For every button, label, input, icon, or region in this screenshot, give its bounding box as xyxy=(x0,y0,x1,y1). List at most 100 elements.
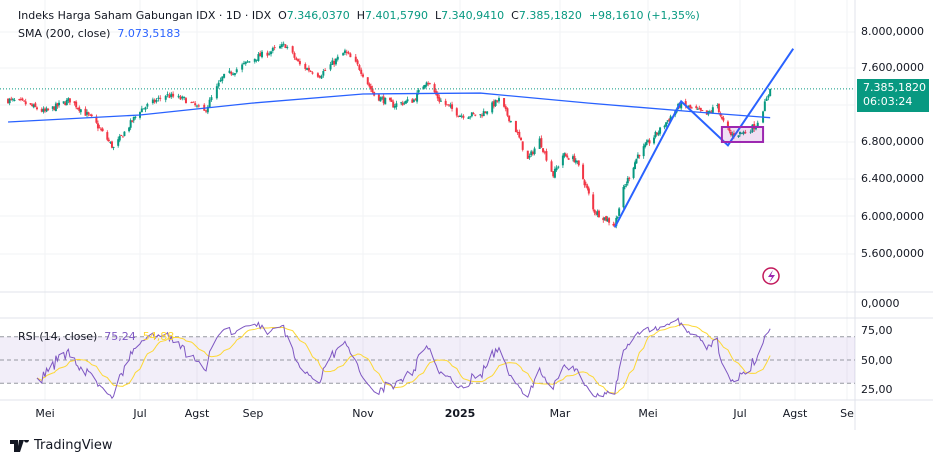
candle xyxy=(166,94,169,96)
candle xyxy=(140,108,143,113)
candle xyxy=(412,99,415,102)
candle xyxy=(737,135,740,138)
candle xyxy=(571,156,574,160)
candle xyxy=(257,54,260,61)
candle xyxy=(24,101,27,105)
sma-value: 7.073,5183 xyxy=(117,27,181,40)
candle xyxy=(462,115,465,118)
candle xyxy=(366,77,369,85)
candle xyxy=(235,69,238,73)
rsi-legend[interactable]: RSI (14, close) 75,24 54,88 xyxy=(18,330,175,343)
candle xyxy=(582,164,585,180)
candle xyxy=(320,75,323,79)
candle xyxy=(11,98,14,100)
open-value: 7.346,0370 xyxy=(286,9,350,22)
candle xyxy=(427,83,430,85)
candle xyxy=(177,95,180,98)
candle xyxy=(232,73,235,75)
candle xyxy=(54,103,57,112)
candle xyxy=(184,98,187,104)
candle xyxy=(183,97,186,99)
candle xyxy=(497,98,500,102)
candle xyxy=(666,120,669,122)
candle xyxy=(521,141,524,150)
candle xyxy=(648,140,651,144)
candle xyxy=(29,103,32,105)
candle xyxy=(769,88,772,96)
candle xyxy=(422,86,425,90)
candle xyxy=(89,114,92,116)
tradingview-logo[interactable]: TradingView xyxy=(10,438,113,453)
candle xyxy=(767,95,770,98)
sma-legend[interactable]: SMA (200, close) 7.073,5183 xyxy=(18,27,181,40)
candle xyxy=(31,104,34,107)
candle xyxy=(62,101,65,104)
candle xyxy=(436,93,439,99)
price-axis-label: 6.400,0000 xyxy=(861,172,924,185)
candle xyxy=(608,218,611,223)
candle xyxy=(379,97,382,102)
symbol-title[interactable]: Indeks Harga Saham Gabungan IDX · 1D · I… xyxy=(18,9,272,22)
candle xyxy=(481,115,484,117)
candle xyxy=(605,216,608,221)
candle xyxy=(356,60,359,65)
candle xyxy=(438,97,441,102)
candle xyxy=(291,46,294,53)
candle xyxy=(134,116,137,118)
candle xyxy=(192,101,195,103)
candle xyxy=(756,122,759,127)
candle xyxy=(538,138,541,149)
candle xyxy=(144,107,147,110)
candle xyxy=(647,140,649,143)
candle xyxy=(354,56,357,62)
candle xyxy=(486,111,489,114)
candle xyxy=(90,114,93,117)
candle xyxy=(76,108,79,110)
candle xyxy=(368,83,371,87)
candle xyxy=(595,213,598,215)
candle xyxy=(587,188,590,194)
candle xyxy=(316,73,319,77)
candle xyxy=(51,106,54,109)
candle xyxy=(531,151,534,155)
candle xyxy=(728,128,731,132)
candle xyxy=(553,168,556,178)
candle xyxy=(65,99,68,106)
candle xyxy=(687,106,690,108)
candle xyxy=(42,108,45,112)
candle xyxy=(509,121,512,123)
candle xyxy=(392,101,395,108)
candle xyxy=(754,127,757,130)
candle xyxy=(716,105,719,107)
candle xyxy=(56,103,59,107)
bar-countdown: 06:03:24 xyxy=(863,95,913,108)
candle xyxy=(669,116,672,121)
candle xyxy=(550,161,553,172)
candle xyxy=(151,99,154,104)
candle xyxy=(64,102,67,105)
candle xyxy=(606,219,609,222)
change-value: +98,1610 (+1,35%) xyxy=(588,9,700,22)
candle xyxy=(228,70,231,73)
time-axis-label: Mei xyxy=(638,407,658,420)
candle xyxy=(400,102,403,104)
candle xyxy=(32,104,35,108)
candle xyxy=(34,103,37,107)
price-axis-label: 8.000,0000 xyxy=(861,25,924,38)
candle xyxy=(279,46,282,49)
candle xyxy=(110,141,113,148)
candle xyxy=(516,131,519,133)
candle xyxy=(518,131,521,138)
candle xyxy=(390,99,393,102)
candle xyxy=(13,99,16,101)
candle xyxy=(506,108,509,116)
candle xyxy=(297,59,300,62)
candle xyxy=(78,107,81,111)
candle xyxy=(393,105,396,108)
candle xyxy=(45,108,48,112)
time-axis-label: Mar xyxy=(549,407,571,420)
candle xyxy=(304,64,307,69)
candle xyxy=(266,52,269,56)
